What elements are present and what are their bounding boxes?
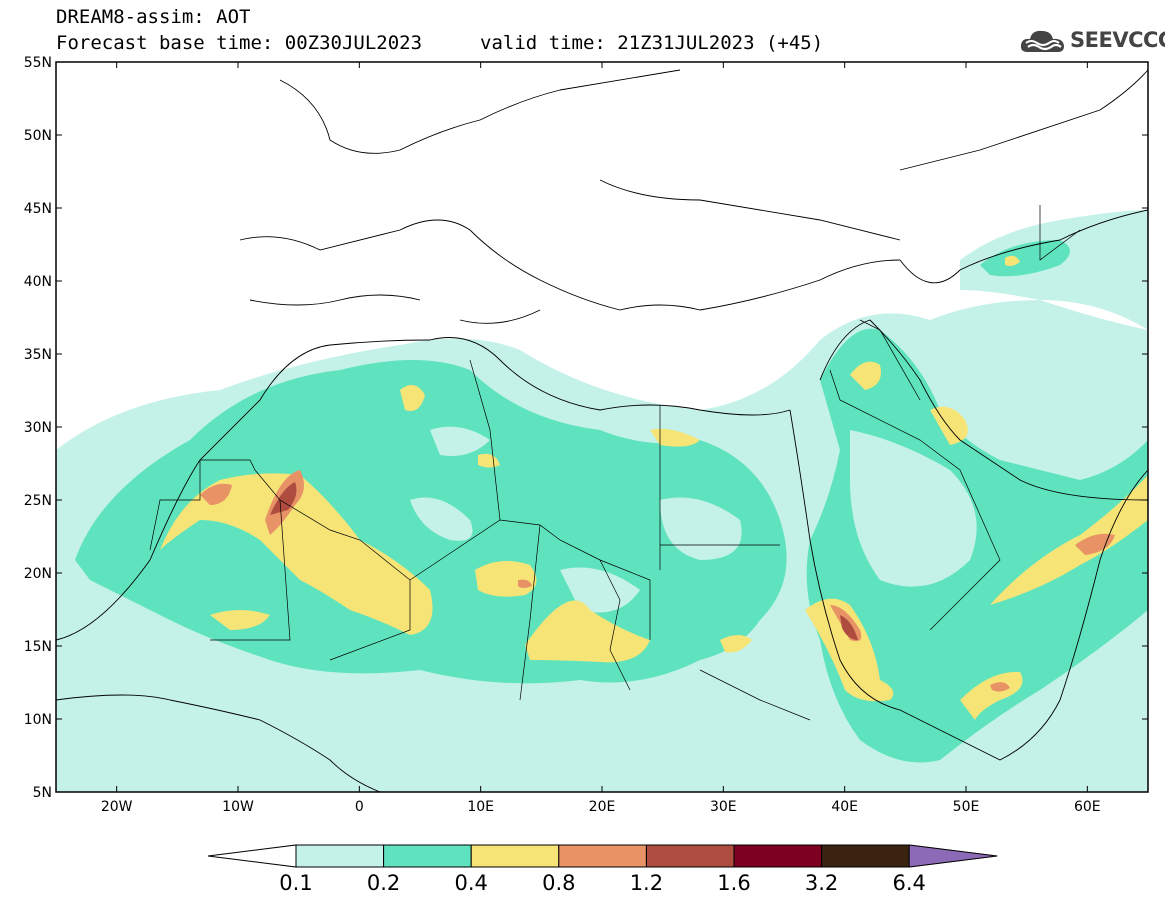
colorbar-legend xyxy=(207,844,998,868)
forecast-base-time: Forecast base time: 00Z30JUL2023 xyxy=(56,32,423,54)
lat-label: 35N xyxy=(24,347,52,363)
country-borders xyxy=(149,205,1081,721)
aot-band-0.4 xyxy=(160,255,1148,720)
lat-label: 10N xyxy=(24,712,52,728)
coastlines xyxy=(56,69,1148,792)
aot-band-1.2 xyxy=(270,482,858,640)
colorbar-swatch xyxy=(470,844,560,868)
colorbar-swatch xyxy=(733,844,823,868)
lat-label: 45N xyxy=(24,201,52,217)
colorbar-swatch xyxy=(558,844,647,868)
seevccc-logo: SEEVCCC xyxy=(1018,22,1165,58)
aot-band-0.1-holes xyxy=(410,426,977,613)
colorbar-label: 0.4 xyxy=(454,871,487,895)
colorbar-min-arrow xyxy=(207,844,297,868)
colorbar-label: 6.4 xyxy=(892,871,925,895)
colorbar-swatch xyxy=(821,844,910,868)
lon-label: 10E xyxy=(467,799,494,815)
logo-text: SEEVCCC xyxy=(1070,28,1165,52)
latitude-labels: 55N 50N 45N 40N 35N 30N 25N 20N 15N 10N 5N xyxy=(24,55,52,801)
lat-label: 5N xyxy=(33,785,52,801)
colorbar-label: 1.6 xyxy=(717,871,750,895)
colorbar-label: 1.2 xyxy=(630,871,663,895)
lat-label: 40N xyxy=(24,274,52,290)
colorbar-labels: 0.1 0.2 0.4 0.8 1.2 1.6 3.2 6.4 xyxy=(279,871,926,895)
colorbar-swatch xyxy=(645,844,735,868)
aot-field xyxy=(56,210,1148,792)
colorbar-label: 0.1 xyxy=(279,871,312,895)
colorbar-swatch xyxy=(295,844,385,868)
lat-label: 20N xyxy=(24,566,52,582)
lon-label: 10W xyxy=(222,799,254,815)
lon-label: 0 xyxy=(355,799,364,815)
colorbar-label: 0.2 xyxy=(367,871,400,895)
lon-label: 40E xyxy=(831,799,858,815)
lat-label: 30N xyxy=(24,420,52,436)
lon-label: 30E xyxy=(710,799,737,815)
lat-label: 15N xyxy=(24,639,52,655)
chart-title: DREAM8-assim: AOT xyxy=(56,6,251,28)
valid-time: valid time: 21Z31JUL2023 (+45) xyxy=(480,32,824,54)
lon-label: 60E xyxy=(1074,799,1101,815)
axis-ticks xyxy=(56,61,1148,793)
lon-label: 20E xyxy=(589,799,616,815)
colorbar-swatch xyxy=(383,844,472,868)
lon-label: 50E xyxy=(953,799,980,815)
lat-label: 50N xyxy=(24,128,52,144)
colorbar-label: 3.2 xyxy=(805,871,838,895)
colorbar-max-arrow xyxy=(908,844,998,868)
lon-label: 20W xyxy=(101,799,133,815)
colorbar-label: 0.8 xyxy=(542,871,575,895)
longitude-labels: 20W 10W 0 10E 20E 30E 40E 50E 60E xyxy=(101,799,1101,815)
lat-label: 25N xyxy=(24,493,52,509)
lat-label: 55N xyxy=(24,55,52,71)
cloud-logo-icon xyxy=(1020,30,1064,52)
